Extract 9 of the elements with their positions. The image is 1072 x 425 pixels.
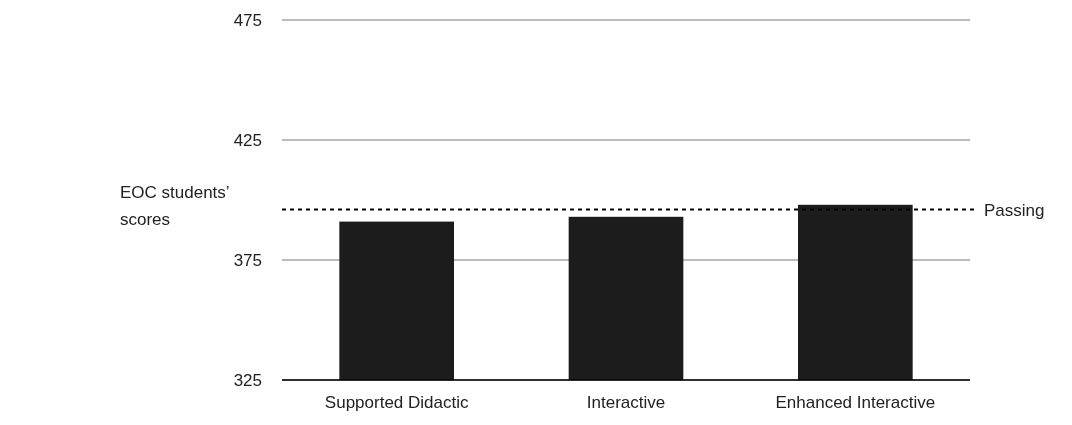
- x-tick-label: Interactive: [586, 393, 666, 412]
- y-tick-label: 425: [233, 130, 262, 150]
- y-tick-label: 375: [233, 250, 262, 270]
- y-tick-label: 475: [233, 10, 262, 30]
- x-tick-label: Supported Didactic: [324, 393, 469, 412]
- ref-line-label: Passing: [984, 200, 1045, 220]
- y-tick-label: 325: [233, 370, 262, 390]
- y-axis-title: EOC students’ scores: [120, 183, 230, 230]
- x-tick-label: Enhanced Interactive: [775, 393, 936, 412]
